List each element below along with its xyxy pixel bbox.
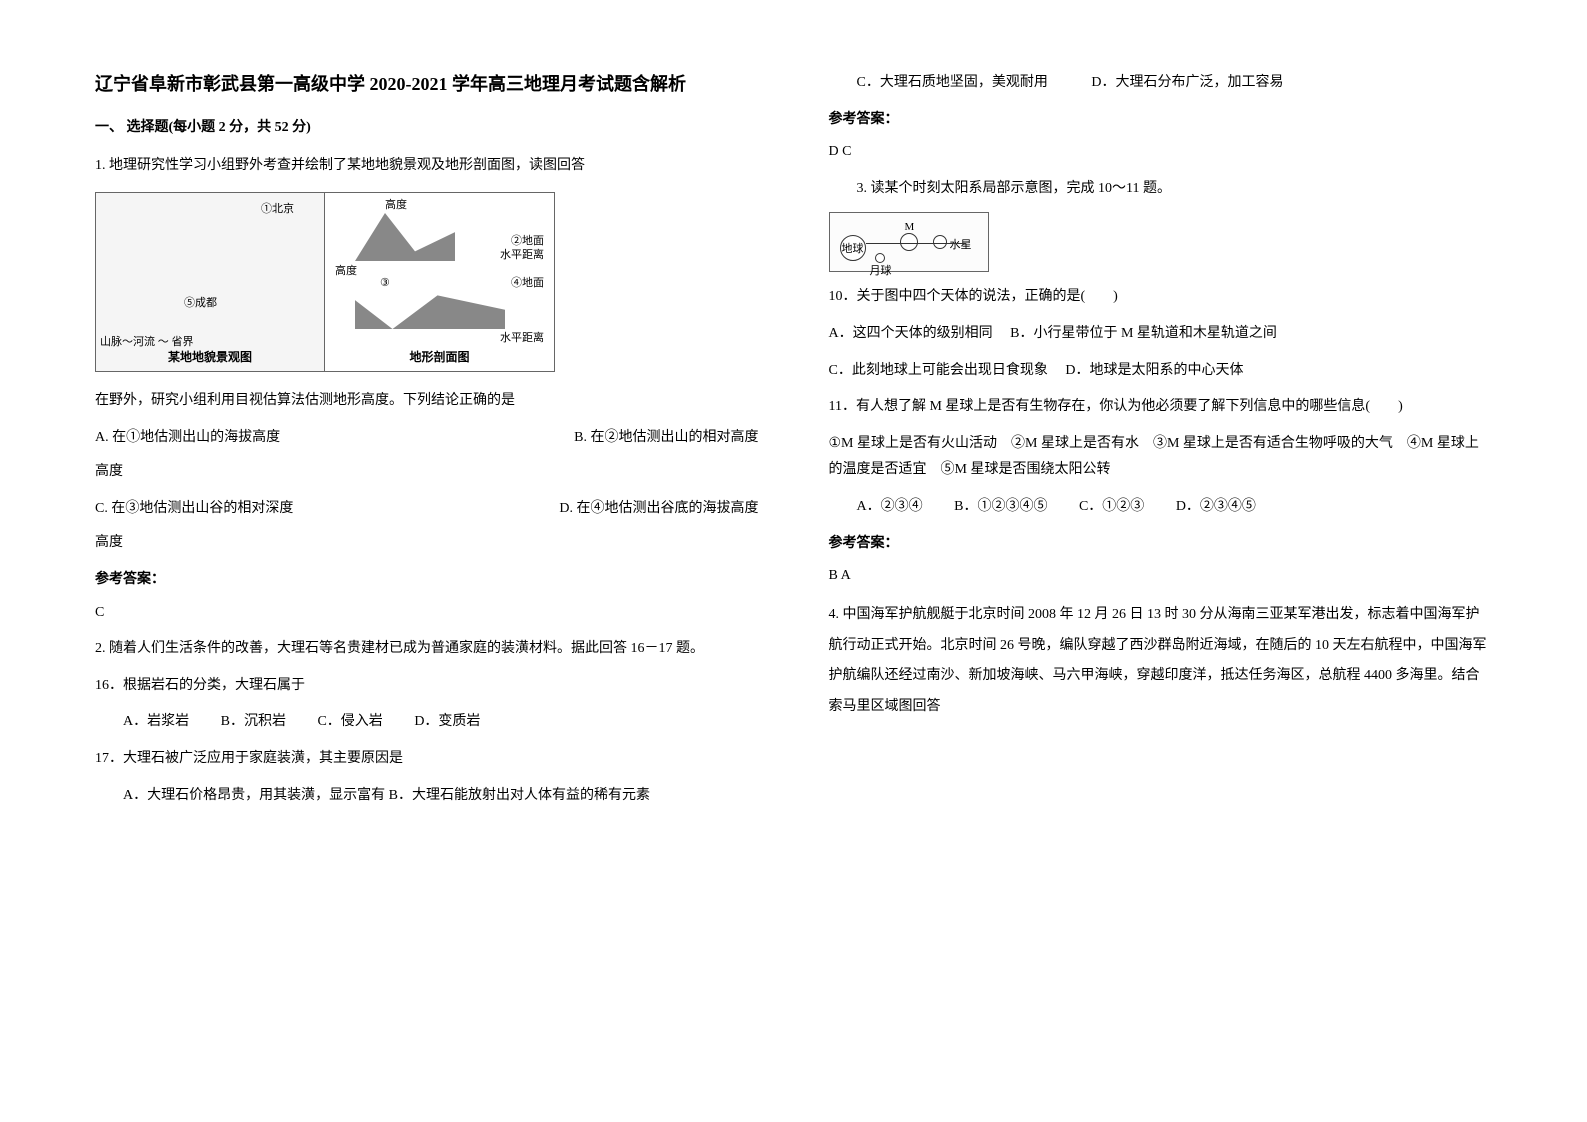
q3-q10-optAB: A．这四个天体的级别相同 B．小行星带位于 M 星轨道和木星轨道之间 [829, 321, 1493, 348]
q17-optD: D．大理石分布广泛，加工容易 [1091, 75, 1283, 90]
q16-optC: C．侵入岩 [317, 714, 382, 729]
q10-optB: B．小行星带位于 M 星轨道和木星轨道之间 [1010, 326, 1277, 341]
left-column: 辽宁省阜新市彰武县第一高级中学 2020-2021 学年高三地理月考试题含解析 … [95, 70, 759, 1052]
mercury-node [933, 235, 947, 249]
earth-label: 地球 [842, 239, 864, 260]
q17-optC: C．大理石质地坚固，美观耐用 [857, 75, 1048, 90]
q1-figure: ①北京 ⑤成都 山脉～河流 ～ 省界 某地地貌景观图 高度 ②地面 水平距离 高… [95, 192, 555, 372]
q2-q16-options: A．岩浆岩 B．沉积岩 C．侵入岩 D．变质岩 [95, 709, 759, 736]
q1-figure-right: 高度 ②地面 水平距离 高度 ③ ④地面 水平距离 地形剖面图 [325, 193, 554, 371]
right-column: C．大理石质地坚固，美观耐用 D．大理石分布广泛，加工容易 参考答案： D C … [829, 70, 1493, 1052]
q2-stem: 2. 随着人们生活条件的改善，大理石等名贵建材已成为普通家庭的装潢材料。据此回答… [95, 636, 759, 663]
m-label: M [905, 217, 915, 238]
q10-optC: C．此刻地球上可能会出现日食现象 [829, 363, 1048, 378]
orbit-line [866, 243, 966, 244]
q3-q11-choices: A．②③④ B．①②③④⑤ C．①②③ D．②③④⑤ [829, 494, 1493, 521]
fig-label: ⑤成都 [184, 293, 217, 314]
q4-stem: 4. 中国海军护航舰艇于北京时间 2008 年 12 月 26 日 13 时 3… [829, 600, 1493, 723]
fig-label: 高度 [335, 261, 357, 282]
q1-answer-label: 参考答案： [95, 567, 759, 594]
mercury-label: 水星 [950, 235, 972, 256]
q2-answer: D C [829, 139, 1493, 166]
q1-height2: 高度 [95, 530, 759, 557]
q17-optA: A．大理石价格昂贵，用其装潢，显示富有 [123, 788, 385, 803]
q11-C: C．①②③ [1079, 499, 1144, 514]
q1-optB: B. 在②地估测出山的相对高度 [574, 425, 758, 452]
fig-label: ④地面 [511, 273, 544, 294]
q3-q11: 11．有人想了解 M 星球上是否有生物存在，你认为他必须要了解下列信息中的哪些信… [829, 394, 1493, 421]
q3-q10-optCD: C．此刻地球上可能会出现日食现象 D．地球是太阳系的中心天体 [829, 358, 1493, 385]
q10-optA: A．这四个天体的级别相同 [829, 326, 993, 341]
q2-q16: 16．根据岩石的分类，大理石属于 [95, 673, 759, 700]
q1-figure-left: ①北京 ⑤成都 山脉～河流 ～ 省界 某地地貌景观图 [96, 193, 325, 371]
q1-height1: 高度 [95, 459, 759, 486]
fig-label: ①北京 [261, 199, 294, 220]
q2-answer-label: 参考答案： [829, 107, 1493, 134]
q17-optB: B．大理石能放射出对人体有益的稀有元素 [389, 788, 650, 803]
q1-answer: C [95, 600, 759, 627]
q1-optC: C. 在③地估测出山谷的相对深度 [95, 496, 293, 523]
q3-q11-opts: ①M 星球上是否有火山活动 ②M 星球上是否有水 ③M 星球上是否有适合生物呼吸… [829, 431, 1493, 484]
q2-q17: 17．大理石被广泛应用于家庭装潢，其主要原因是 [95, 746, 759, 773]
q3-figure: 地球 月球 M 水星 [829, 212, 989, 272]
q1-optA: A. 在①地估测出山的海拔高度 [95, 425, 280, 452]
terrain-shape [355, 281, 505, 329]
q11-D: D．②③④⑤ [1176, 499, 1256, 514]
q1-options-row1: A. 在①地估测出山的海拔高度 B. 在②地估测出山的相对高度 [95, 425, 759, 452]
q3-stem: 3. 读某个时刻太阳系局部示意图，完成 10～11 题。 [829, 176, 1493, 203]
exam-title: 辽宁省阜新市彰武县第一高级中学 2020-2021 学年高三地理月考试题含解析 [95, 70, 759, 99]
q3-answer: B A [829, 563, 1493, 590]
q1-figure-right-caption: 地形剖面图 [325, 346, 554, 369]
q16-optA: A．岩浆岩 [123, 714, 189, 729]
moon-label: 月球 [870, 261, 892, 282]
q2-q17-optCD: C．大理石质地坚固，美观耐用 D．大理石分布广泛，加工容易 [829, 70, 1493, 97]
fig-label: 高度 [385, 195, 407, 216]
q1-options-row2: C. 在③地估测出山谷的相对深度 D. 在④地估测出谷底的海拔高度 [95, 496, 759, 523]
q3-q10: 10．关于图中四个天体的说法，正确的是( ) [829, 284, 1493, 311]
q1-optD: D. 在④地估测出谷底的海拔高度 [559, 496, 758, 523]
q1-figure-left-caption: 某地地貌景观图 [96, 346, 324, 369]
fig-label: ③ [380, 273, 390, 294]
q11-A: A．②③④ [857, 499, 923, 514]
q10-optD: D．地球是太阳系的中心天体 [1065, 363, 1243, 378]
q2-q17-optAB: A．大理石价格昂贵，用其装潢，显示富有 B．大理石能放射出对人体有益的稀有元素 [95, 783, 759, 810]
q1-sub-stem: 在野外，研究小组利用目视估算法估测地形高度。下列结论正确的是 [95, 388, 759, 415]
fig-label: 水平距离 [500, 245, 544, 266]
q1-stem: 1. 地理研究性学习小组野外考查并绘制了某地地貌景观及地形剖面图，读图回答 [95, 153, 759, 180]
q16-optD: D．变质岩 [414, 714, 480, 729]
q11-B: B．①②③④⑤ [954, 499, 1047, 514]
section-header: 一、 选择题(每小题 2 分，共 52 分) [95, 115, 759, 142]
terrain-shape [355, 213, 455, 261]
q3-answer-label: 参考答案： [829, 531, 1493, 558]
q16-optB: B．沉积岩 [221, 714, 286, 729]
